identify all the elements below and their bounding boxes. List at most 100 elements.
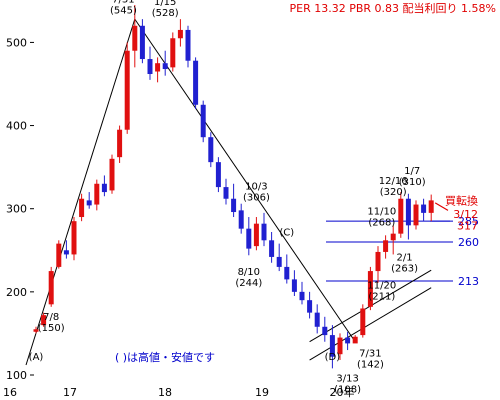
annotation-date: 2/1 — [397, 252, 413, 263]
trendline-b-d — [134, 18, 356, 343]
annotation-date: 3/13 — [336, 374, 358, 385]
candle-body — [421, 204, 427, 213]
candle-body — [413, 204, 419, 226]
signal-arrow — [434, 202, 449, 211]
candle-body — [215, 162, 221, 188]
candle-body — [101, 183, 107, 193]
candle-body — [155, 63, 161, 72]
annotation-value: (268) — [368, 218, 395, 229]
candle-body — [33, 329, 39, 332]
x-tick-label: 19 — [255, 386, 269, 399]
candle-body — [253, 223, 259, 247]
annotation-value: (545) — [110, 6, 137, 17]
candle-body — [185, 29, 191, 61]
annotation-value: (211) — [368, 292, 395, 303]
annotation-value: (244) — [235, 278, 262, 289]
annotation-date: 1/15 — [154, 0, 176, 8]
candle-body — [269, 240, 275, 257]
candle-body — [238, 210, 244, 229]
candle-body — [375, 251, 381, 272]
candle-body — [132, 25, 138, 51]
x-tick-label: 17 — [63, 386, 77, 399]
point-label: (D) — [325, 352, 341, 363]
candle-body — [124, 50, 130, 130]
candle-body — [329, 335, 335, 357]
candle-body — [63, 250, 69, 255]
y-tick-label: 300 — [6, 203, 27, 216]
candle-body — [94, 183, 100, 205]
level-label: 285 — [458, 215, 479, 228]
candle-body — [86, 200, 92, 206]
candle-body — [79, 198, 85, 218]
annotation-value: (320) — [380, 187, 407, 198]
annotation-date: 12/16 — [379, 176, 408, 187]
candle-body — [398, 198, 404, 234]
annotation-value: (306) — [243, 193, 270, 204]
candle-body — [208, 137, 214, 163]
candle-body — [200, 104, 206, 138]
candle-body — [109, 158, 115, 191]
candle-body — [276, 256, 282, 267]
annotation-value: (528) — [152, 8, 179, 19]
candle-body — [177, 29, 183, 39]
header-metrics: PER 13.32 PBR 0.83 配当利回り 1.58% — [290, 1, 496, 15]
candle-body — [307, 300, 313, 313]
candle-body — [345, 337, 351, 344]
y-tick-label: 400 — [6, 120, 27, 133]
annotation-value: (150) — [38, 323, 65, 334]
annotation-date: 8/10 — [238, 267, 260, 278]
candle-body — [299, 291, 305, 301]
candle-body — [246, 228, 252, 249]
signal-value: 317 — [457, 219, 478, 232]
candle-body — [170, 38, 176, 68]
annotation-date: 1/7 — [404, 166, 420, 177]
annotation-value: (310) — [399, 177, 426, 188]
annotation-date: 7/31 — [359, 349, 381, 360]
candle-body — [139, 25, 145, 60]
candle-body — [117, 129, 123, 158]
footnote: ( )は高値・安値です — [115, 350, 215, 364]
annotation-date: 11/10 — [367, 207, 396, 218]
candle-body — [405, 198, 411, 226]
trendline-a-b — [25, 18, 136, 366]
level-label: 213 — [458, 275, 479, 288]
candle-body — [48, 271, 54, 305]
signal-title: 買転換 — [445, 195, 478, 208]
annotation-value: (142) — [357, 360, 384, 371]
candle-body — [41, 315, 47, 326]
candle-body — [352, 336, 358, 344]
candle-body — [147, 59, 153, 75]
candle-body — [261, 223, 267, 241]
annotation-value: (263) — [391, 263, 418, 274]
x-tick-label: 20年 — [330, 385, 355, 399]
x-tick-label: 18 — [158, 386, 172, 399]
annotation-date: 7/8 — [43, 312, 59, 323]
candle-body — [367, 271, 373, 307]
annotation-date: 10/3 — [245, 182, 267, 193]
y-tick-label: 100 — [6, 369, 27, 382]
annotation-date: 7/31 — [112, 0, 134, 6]
candle-body — [71, 221, 77, 255]
candle-body — [56, 243, 62, 267]
candle-body — [284, 266, 290, 280]
candle-body — [193, 60, 199, 105]
candle-body — [390, 233, 396, 241]
candle-body — [314, 312, 320, 327]
channel-lower — [309, 287, 432, 361]
annotation-date: 11/20 — [367, 281, 396, 292]
point-label: (A) — [29, 352, 44, 363]
y-tick-label: 500 — [6, 36, 27, 49]
point-label: (C) — [279, 227, 294, 238]
candle-body — [162, 63, 168, 70]
candle-body — [383, 240, 389, 252]
candle-body — [428, 200, 434, 213]
signal-date: 3/12 — [453, 208, 478, 221]
candle-body — [322, 326, 328, 336]
y-tick-label: 200 — [6, 286, 27, 299]
candle-body — [231, 198, 237, 213]
annotation-value: (108) — [334, 385, 361, 396]
candle-body — [291, 279, 297, 292]
x-tick-label: 16 — [3, 386, 17, 399]
